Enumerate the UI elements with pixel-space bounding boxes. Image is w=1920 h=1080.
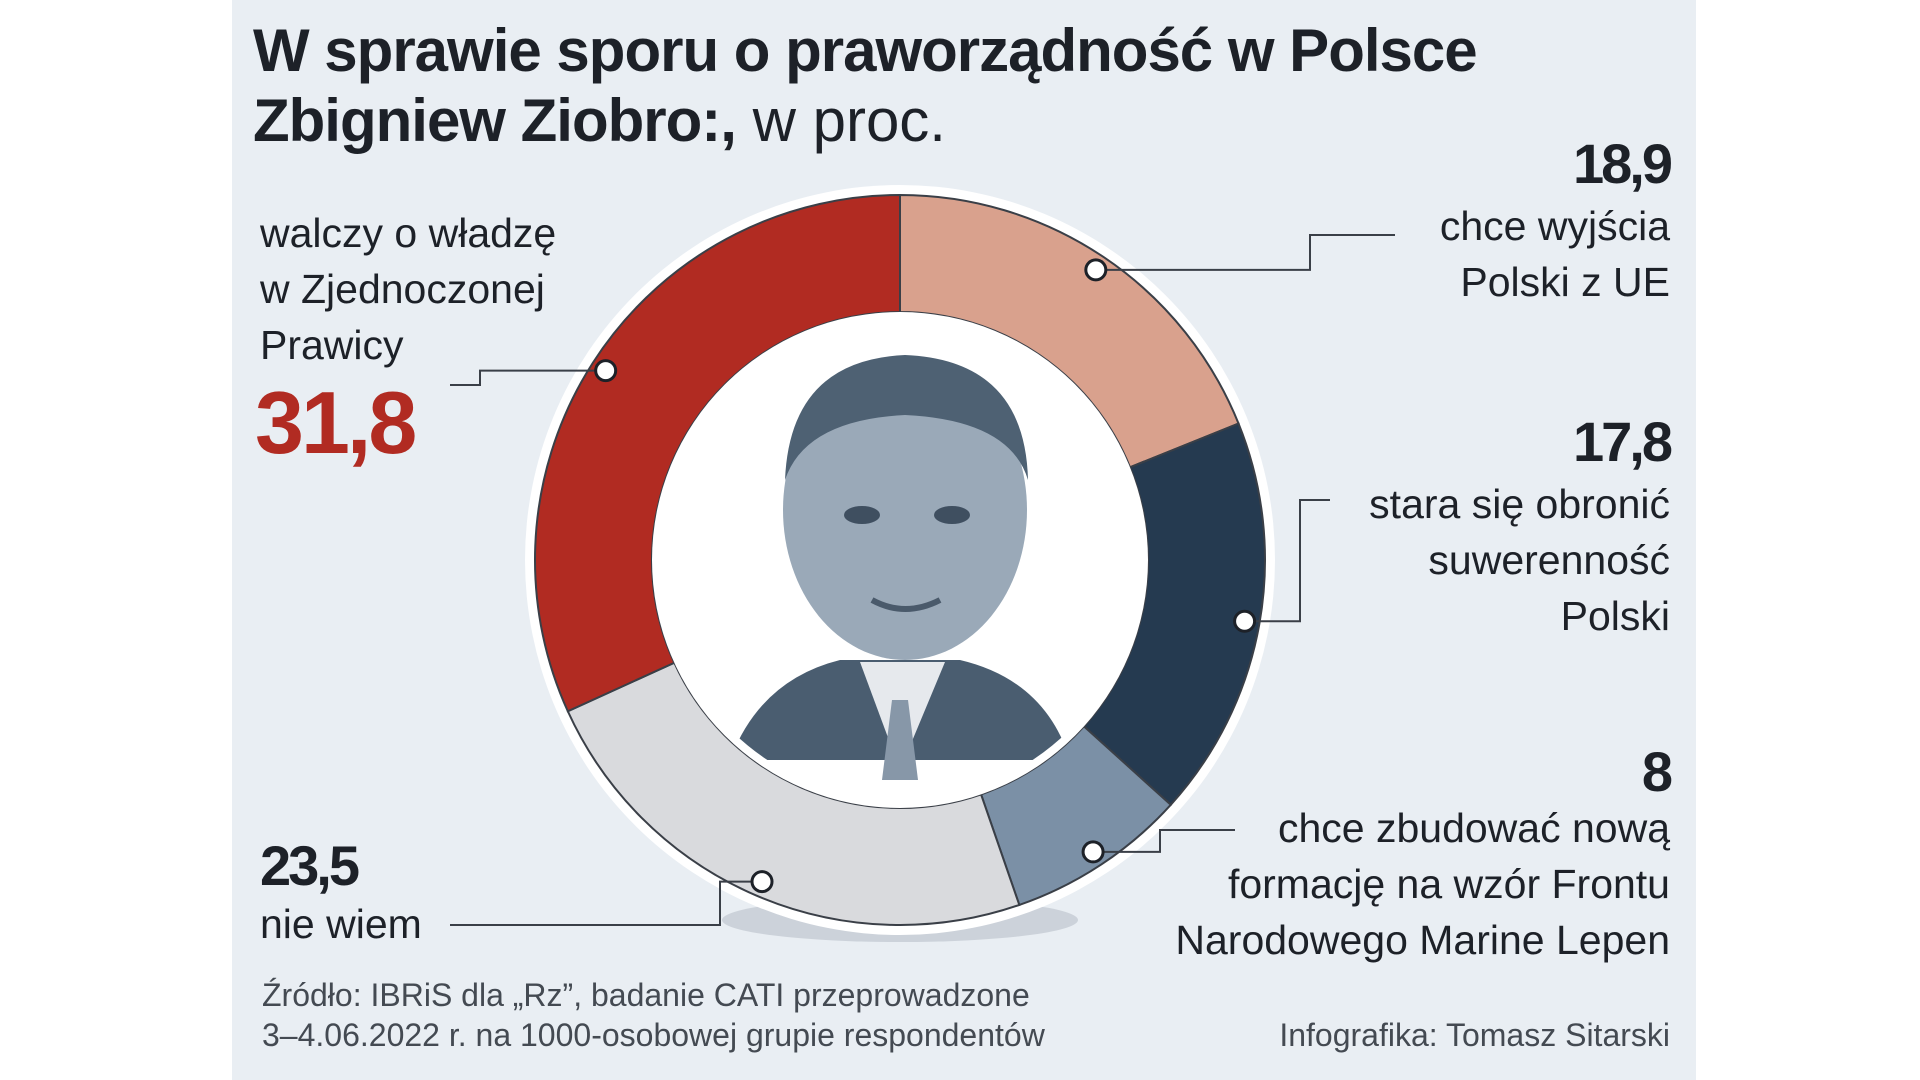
leader-dot-2	[1081, 840, 1105, 864]
portrait-face	[783, 360, 1027, 660]
leader-dot-4	[594, 359, 618, 383]
leader-dot-3	[750, 870, 774, 894]
label-s3-line1: nie wiem	[260, 901, 422, 947]
label-s2-line3: Narodowego Marine Lepen	[1175, 917, 1670, 963]
source-note-line2: 3–4.06.2022 r. na 1000-osobowej grupie r…	[262, 1017, 1045, 1053]
label-s2-line2: formację na wzór Frontu	[1227, 861, 1670, 907]
label-s0-line1: chce wyjścia	[1439, 203, 1670, 249]
source-note-line1: Źródło: IBRiS dla „Rz”, badanie CATI prz…	[262, 977, 1030, 1013]
portrait-hair	[785, 355, 1028, 480]
label-s4-line1: walczy o władzę	[260, 210, 557, 256]
value-s2: 8	[1641, 740, 1673, 803]
value-s4: 31,8	[255, 373, 417, 472]
portrait-tie	[882, 700, 918, 780]
value-s1: 17,8	[1573, 410, 1673, 473]
leader-line-2	[1093, 829, 1235, 853]
label-s1-line2: suwerenność	[1428, 537, 1670, 583]
label-s4-line2: w Zjednoczonej	[260, 266, 545, 312]
portrait-eye-right	[934, 506, 970, 524]
label-s2-line1: chce zbudować nową	[1277, 805, 1670, 851]
portrait-mouth	[870, 597, 942, 612]
chart-title-line1: W sprawie sporu o praworządność w Polsce	[253, 17, 1478, 84]
chart-title-unit: w proc.	[735, 87, 946, 154]
donut-slices	[534, 193, 1267, 926]
portrait-image	[730, 355, 1070, 780]
label-s4-line3: Prawicy	[260, 322, 404, 368]
leader-dot-0	[1084, 258, 1108, 282]
chart-title-subject: Zbigniew Ziobro:,	[253, 87, 737, 154]
label-s1-line3: Polski	[1560, 593, 1670, 639]
portrait-eye-left	[844, 506, 880, 524]
leader-line-0	[1095, 234, 1395, 271]
label-s1-line1: stara się obronić	[1369, 481, 1670, 527]
leader-lines	[450, 234, 1395, 926]
value-s3: 23,5	[260, 834, 360, 897]
leader-line-3	[450, 880, 763, 926]
leader-dot-1	[1233, 609, 1257, 633]
leader-line-4	[450, 369, 606, 386]
value-s0: 18,9	[1573, 132, 1673, 195]
chart-title-line2: Zbigniew Ziobro:, w proc.	[253, 88, 946, 154]
leader-line-1	[1244, 499, 1330, 623]
label-s0-line2: Polski z UE	[1460, 259, 1670, 305]
infographic-credit: Infografika: Tomasz Sitarski	[1279, 1017, 1670, 1053]
